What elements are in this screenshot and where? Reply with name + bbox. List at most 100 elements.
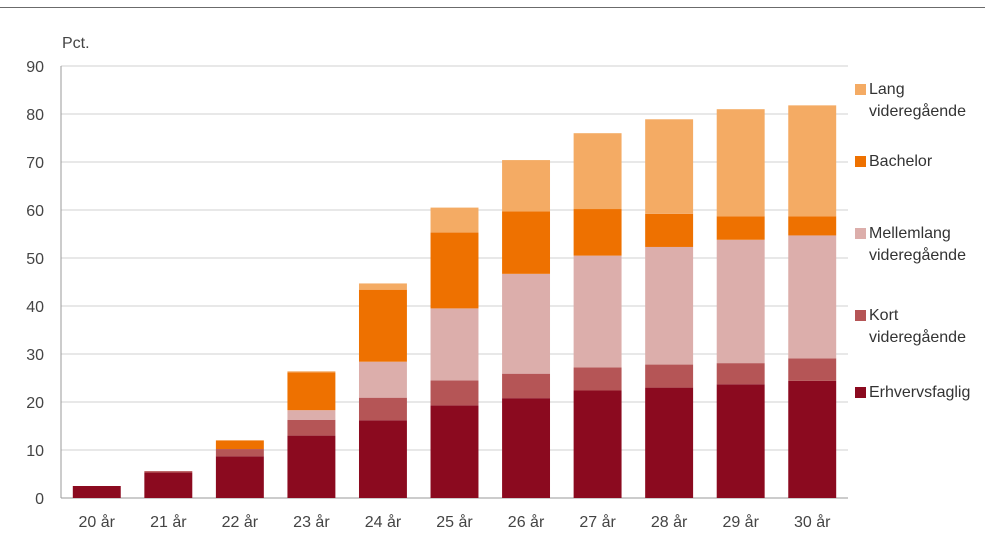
bar-segment: [788, 235, 837, 359]
bar-segment: [502, 160, 551, 212]
bar-stack: [573, 133, 622, 498]
bar-segment: [502, 273, 551, 374]
bar-segment: [645, 213, 694, 247]
legend-item: Bachelor: [855, 153, 933, 170]
y-tick-label: 30: [26, 347, 44, 364]
bar-segment: [788, 358, 837, 381]
bar-stack: [72, 486, 121, 498]
x-tick-label: 25 år: [436, 513, 473, 531]
legend-label: videregående: [869, 102, 966, 120]
legend-label: Erhvervsfaglig: [869, 384, 970, 401]
bar-segment: [215, 440, 264, 450]
bar-segment: [573, 133, 622, 210]
top-rule: [0, 7, 985, 8]
bar-stack: [358, 283, 407, 498]
legend-item: Lang videregående: [855, 81, 966, 120]
x-axis-ticks: 20 år 21 år 22 år 23 år 24 år 25 år 26 år 27 år…: [79, 513, 832, 531]
bar-segment: [287, 419, 336, 436]
y-tick-label: 70: [26, 155, 44, 172]
bar-segment: [788, 216, 837, 236]
bar-stack: [788, 105, 837, 498]
bar-segment: [788, 105, 837, 217]
bar-stack: [716, 109, 765, 498]
legend-label: videregående: [869, 328, 966, 346]
x-tick-label: 24 år: [365, 513, 402, 531]
bar-segment: [430, 308, 479, 381]
x-tick-label: 22 år: [222, 513, 259, 531]
y-axis-unit-label: Pct.: [62, 35, 90, 52]
bar-stacks: [72, 105, 837, 498]
bar-stack: [215, 440, 264, 498]
legend-swatch: [855, 387, 866, 398]
legend-item: Kort videregående: [855, 307, 966, 346]
y-tick-label: 20: [26, 395, 44, 412]
bar-segment: [716, 216, 765, 240]
bar-segment: [358, 361, 407, 398]
bar-segment: [358, 420, 407, 498]
bar-segment: [502, 373, 551, 399]
bar-segment: [287, 372, 336, 411]
bar-segment: [215, 449, 264, 457]
bar-segment: [430, 232, 479, 309]
bar-segment: [716, 363, 765, 385]
legend-swatch: [855, 310, 866, 321]
y-tick-label: 50: [26, 251, 44, 268]
bar-segment: [573, 255, 622, 368]
x-tick-label: 30 år: [794, 513, 831, 531]
bar-segment: [144, 471, 193, 473]
x-tick-label: 20 år: [79, 513, 116, 531]
bar-segment: [716, 384, 765, 498]
bar-segment: [215, 456, 264, 498]
x-tick-label: 21 år: [150, 513, 187, 531]
bar-segment: [645, 119, 694, 214]
legend-label: Bachelor: [869, 153, 933, 170]
legend-item: Mellemlang videregående: [855, 225, 966, 264]
bar-segment: [287, 435, 336, 498]
x-tick-label: 29 år: [722, 513, 759, 531]
legend: Lang videregående Bachelor Mellemlang videre…: [855, 81, 970, 401]
bar-segment: [430, 380, 479, 406]
legend-item: Erhvervsfaglig: [855, 384, 970, 401]
y-tick-label: 40: [26, 299, 44, 316]
y-tick-label: 10: [26, 443, 44, 460]
bar-segment: [430, 207, 479, 233]
legend-label: Kort: [869, 307, 899, 324]
bar-stack: [430, 207, 479, 498]
legend-swatch: [855, 228, 866, 239]
x-tick-label: 26 år: [508, 513, 545, 531]
x-tick-label: 27 år: [579, 513, 616, 531]
bar-segment: [287, 410, 336, 420]
bar-segment: [287, 371, 336, 373]
y-tick-label: 0: [35, 491, 44, 508]
legend-swatch: [855, 156, 866, 167]
y-axis-ticks: 0 10 20 30 40 50 60 70 80 90: [26, 59, 44, 508]
y-tick-label: 90: [26, 59, 44, 76]
bar-segment: [358, 397, 407, 421]
bar-segment: [573, 390, 622, 498]
y-tick-label: 60: [26, 203, 44, 220]
bar-stack: [502, 160, 551, 498]
y-tick-label: 80: [26, 107, 44, 124]
legend-swatch: [855, 84, 866, 95]
legend-label: videregående: [869, 246, 966, 264]
x-tick-label: 28 år: [651, 513, 688, 531]
bar-segment: [645, 387, 694, 498]
bar-segment: [645, 246, 694, 365]
bar-segment: [358, 283, 407, 290]
bar-segment: [358, 289, 407, 362]
bar-segment: [716, 109, 765, 217]
bar-segment: [788, 380, 837, 498]
bar-segment: [716, 239, 765, 364]
bar-segment: [72, 486, 121, 498]
bar-stack: [287, 371, 336, 498]
bar-segment: [573, 367, 622, 391]
x-tick-label: 23 år: [293, 513, 330, 531]
bar-segment: [645, 364, 694, 388]
bar-segment: [430, 405, 479, 498]
bar-segment: [502, 211, 551, 274]
bar-segment: [502, 398, 551, 498]
bar-stack: [645, 119, 694, 498]
legend-label: Mellemlang: [869, 225, 951, 242]
bar-segment: [144, 472, 193, 498]
